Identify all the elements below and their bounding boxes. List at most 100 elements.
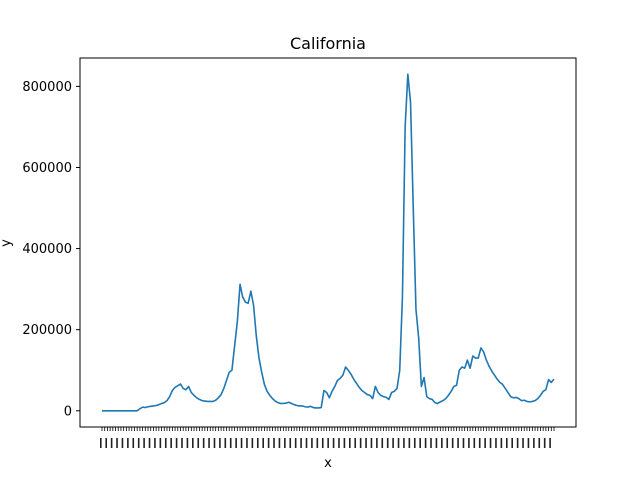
- x-tick-label-glyph: [213, 438, 216, 448]
- x-tick-label-glyph: [110, 438, 113, 448]
- x-tick-label-glyph: [462, 438, 465, 448]
- y-axis-label: y: [0, 239, 14, 247]
- y-tick-label: 200000: [22, 323, 72, 338]
- x-tick-label-glyph: [121, 438, 124, 448]
- x-tick-label-glyph: [435, 438, 438, 448]
- x-tick-label-glyph: [311, 438, 313, 448]
- x-tick-label-glyph: [246, 438, 248, 448]
- x-tick-label-glyph: [284, 438, 286, 448]
- x-tick-label-glyph: [419, 438, 421, 448]
- y-tick-label: 600000: [22, 161, 72, 176]
- x-tick-label-glyph: [533, 438, 535, 448]
- x-tick-label-glyph: [321, 438, 324, 448]
- x-tick-label-glyph: [332, 438, 335, 448]
- x-tick-label-glyph: [100, 438, 102, 448]
- x-tick-label-glyph: [505, 438, 508, 448]
- x-tick-label-glyph: [224, 438, 227, 448]
- x-tick-label-glyph: [365, 438, 367, 448]
- x-tick-label-glyph: [267, 438, 270, 448]
- x-axis-ticks: [100, 427, 555, 448]
- x-tick-label-glyph: [424, 438, 427, 448]
- x-tick-label-glyph: [516, 438, 519, 448]
- x-tick-label-glyph: [197, 438, 200, 448]
- x-tick-label-glyph: [208, 438, 210, 448]
- x-tick-label-glyph: [127, 438, 129, 448]
- x-tick-label-glyph: [473, 438, 476, 448]
- axes-frame: [79, 57, 577, 428]
- x-tick-label-glyph: [511, 438, 514, 448]
- y-tick-label: 400000: [22, 242, 72, 257]
- x-tick-label-glyph: [262, 438, 264, 448]
- x-tick-label-glyph: [522, 438, 524, 448]
- x-tick-label-glyph: [316, 438, 319, 448]
- x-tick-label-glyph: [192, 438, 194, 448]
- x-tick-label-glyph: [105, 438, 108, 448]
- x-tick-label-glyph: [408, 438, 411, 448]
- x-tick-label-glyph: [543, 438, 546, 448]
- y-tick-label: 0: [64, 404, 72, 419]
- x-tick-label-glyph: [343, 438, 346, 448]
- x-tick-label-glyph: [381, 438, 384, 448]
- y-tick-label: 800000: [22, 80, 72, 95]
- x-tick-label-glyph: [240, 438, 243, 448]
- x-tick-label-glyph: [327, 438, 329, 448]
- x-tick-label-glyph: [273, 438, 275, 448]
- x-tick-label-glyph: [170, 438, 172, 448]
- x-tick-label-glyph: [154, 438, 156, 448]
- x-tick-label-glyph: [338, 438, 340, 448]
- x-tick-label-glyph: [300, 438, 302, 448]
- x-tick-label-glyph: [549, 438, 551, 448]
- x-tick-label-glyph: [430, 438, 432, 448]
- x-tick-label-glyph: [159, 438, 162, 448]
- x-tick-label-band: [100, 438, 551, 448]
- x-tick-label-glyph: [451, 438, 454, 448]
- x-axis-label: x: [324, 456, 332, 471]
- x-tick-label-glyph: [527, 438, 530, 448]
- x-tick-label-glyph: [468, 438, 470, 448]
- x-tick-label-glyph: [148, 438, 151, 448]
- x-tick-label-glyph: [446, 438, 449, 448]
- x-tick-label-glyph: [403, 438, 405, 448]
- x-tick-label-glyph: [457, 438, 459, 448]
- x-tick-label-glyph: [397, 438, 400, 448]
- x-tick-label-glyph: [305, 438, 308, 448]
- x-tick-label-glyph: [370, 438, 373, 448]
- x-tick-label-glyph: [219, 438, 221, 448]
- x-tick-label-glyph: [441, 438, 443, 448]
- x-tick-label-glyph: [202, 438, 205, 448]
- x-tick-label-glyph: [495, 438, 497, 448]
- x-tick-label-glyph: [376, 438, 378, 448]
- x-tick-label-glyph: [354, 438, 357, 448]
- x-tick-label-glyph: [235, 438, 237, 448]
- x-tick-label-glyph: [538, 438, 541, 448]
- x-tick-label-glyph: [359, 438, 362, 448]
- x-tick-label-glyph: [137, 438, 140, 448]
- x-tick-label-glyph: [175, 438, 178, 448]
- x-tick-label-glyph: [294, 438, 297, 448]
- x-tick-label-glyph: [229, 438, 232, 448]
- x-tick-label-glyph: [289, 438, 292, 448]
- x-tick-label-glyph: [181, 438, 183, 448]
- x-tick-label-glyph: [392, 438, 394, 448]
- x-tick-label-glyph: [164, 438, 167, 448]
- x-tick-label-glyph: [132, 438, 135, 448]
- x-tick-label-glyph: [349, 438, 351, 448]
- plot-area: 0 200000 400000 600000 800000: [22, 57, 577, 448]
- chart-title: California: [290, 34, 366, 53]
- x-tick-label-glyph: [478, 438, 481, 448]
- x-tick-label-glyph: [484, 438, 486, 448]
- x-tick-label-glyph: [413, 438, 416, 448]
- x-tick-label-glyph: [251, 438, 254, 448]
- x-tick-label-glyph: [386, 438, 389, 448]
- series-line: [102, 73, 555, 412]
- x-tick-label-glyph: [500, 438, 503, 448]
- x-tick-label-glyph: [278, 438, 281, 448]
- x-tick-label-glyph: [256, 438, 259, 448]
- x-tick-label-glyph: [143, 438, 145, 448]
- x-tick-label-glyph: [116, 438, 118, 448]
- x-tick-label-glyph: [489, 438, 492, 448]
- x-tick-label-glyph: [186, 438, 189, 448]
- y-axis-ticks: 0 200000 400000 600000 800000: [22, 80, 80, 419]
